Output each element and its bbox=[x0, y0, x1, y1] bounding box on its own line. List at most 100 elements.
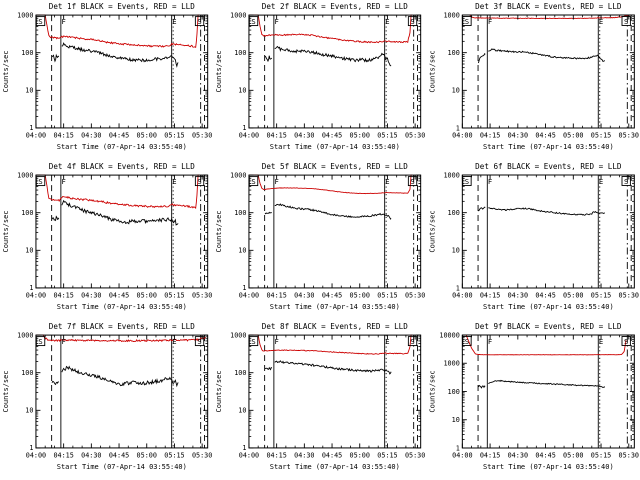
y-tick-label: 10 bbox=[25, 247, 33, 255]
y-tick-label: 1000 bbox=[443, 360, 459, 368]
plot-border bbox=[461, 334, 635, 449]
flag-box bbox=[35, 336, 46, 347]
y-tick-label: 1 bbox=[29, 124, 33, 132]
y-tick-label: 100 bbox=[21, 49, 33, 57]
series-lld bbox=[248, 334, 413, 355]
x-tick-label: 04:45 bbox=[535, 132, 555, 140]
plot-det-1f: 04:00 04:15 04:30 04:45 05:00 05:15 05:30 1 10 10… bbox=[0, 0, 213, 160]
x-tick-label: 05:00 bbox=[137, 131, 157, 139]
x-tick-label: 04:15 bbox=[53, 451, 73, 459]
y-axis-label: Counts/sec bbox=[428, 210, 436, 252]
y-tick-label: 10 bbox=[25, 407, 33, 415]
series-events bbox=[488, 379, 606, 388]
x-tick-label: 04:00 bbox=[452, 452, 472, 460]
x-tick-label: 05:30 bbox=[619, 132, 639, 140]
event-flag-F: F bbox=[61, 17, 65, 26]
x-tick-label: 04:30 bbox=[508, 132, 528, 140]
x-tick-label: 05:00 bbox=[563, 452, 583, 460]
series-events-pre bbox=[264, 211, 272, 215]
y-tick-label: 1 bbox=[456, 444, 460, 452]
event-flag-S: S bbox=[197, 177, 201, 186]
series-events bbox=[61, 199, 179, 226]
flag-box bbox=[407, 336, 418, 347]
x-tick-label: 05:00 bbox=[350, 451, 370, 459]
series-group bbox=[35, 14, 200, 68]
x-axis-label: Start Time (07-Apr-14 03:55:40) bbox=[483, 143, 614, 151]
series-events-pre bbox=[477, 53, 486, 64]
series-events bbox=[61, 42, 179, 68]
y-tick-label: 1000 bbox=[17, 11, 33, 19]
event-flag-S: S bbox=[465, 337, 469, 346]
x-axis-label: Start Time (07-Apr-14 03:55:40) bbox=[57, 303, 187, 311]
x-tick-label: 04:45 bbox=[322, 291, 342, 299]
flag-box bbox=[35, 176, 46, 187]
x-tick-label: 04:30 bbox=[294, 291, 314, 299]
series-events-pre bbox=[51, 380, 59, 386]
series-lld bbox=[462, 14, 631, 20]
x-tick-label: 04:00 bbox=[26, 131, 46, 139]
plot-det-9f: 04:00 04:15 04:30 04:45 05:00 05:15 05:30 1 10 10… bbox=[426, 320, 640, 480]
x-tick-label: 04:30 bbox=[81, 291, 101, 299]
x-tick-label: 04:30 bbox=[81, 451, 101, 459]
flag-box bbox=[248, 16, 259, 27]
series-events-pre bbox=[264, 55, 273, 63]
series-lld bbox=[462, 334, 627, 356]
event-flag-E: E bbox=[172, 337, 176, 346]
x-tick-label: 04:30 bbox=[81, 131, 101, 139]
plot-title: Det 5f BLACK = Events, RED = LLD bbox=[262, 162, 408, 171]
y-tick-label: 1000 bbox=[230, 171, 246, 179]
x-tick-label: 04:00 bbox=[239, 131, 259, 139]
y-axis-label: Counts/sec bbox=[215, 211, 223, 253]
x-tick-label: 04:15 bbox=[480, 292, 500, 300]
x-tick-label: 04:15 bbox=[266, 291, 286, 299]
x-tick-label: 04:00 bbox=[26, 291, 46, 299]
x-tick-label: 04:00 bbox=[452, 132, 472, 140]
y-tick-label: 10 bbox=[238, 87, 246, 95]
event-flag-S: S bbox=[38, 337, 42, 346]
x-axis-label: Start Time (07-Apr-14 03:55:40) bbox=[57, 143, 187, 151]
y-tick-label: 10000 bbox=[439, 331, 459, 339]
y-axis-label: Counts/sec bbox=[215, 51, 223, 93]
chart-canvas: 04:00 04:15 04:30 04:45 05:00 05:15 05:30 1 10 10… bbox=[2, 2, 212, 151]
flag-box bbox=[407, 176, 418, 187]
x-tick-label: 05:15 bbox=[164, 131, 184, 139]
x-tick-label: 04:45 bbox=[109, 451, 129, 459]
x-axis-label: Start Time (07-Apr-14 03:55:40) bbox=[270, 143, 400, 151]
y-tick-label: 10 bbox=[238, 407, 246, 415]
plot-border bbox=[461, 14, 635, 129]
series-events bbox=[61, 365, 179, 388]
x-tick-label: 04:45 bbox=[322, 451, 342, 459]
event-flag-E: E bbox=[385, 177, 389, 186]
flag-box bbox=[194, 176, 205, 187]
event-flag-F: F bbox=[488, 17, 492, 26]
x-tick-label: 04:15 bbox=[53, 131, 73, 139]
y-axis-label: Counts/sec bbox=[215, 371, 223, 413]
flag-box bbox=[621, 336, 631, 346]
plot-det-5f: 04:00 04:15 04:30 04:45 05:00 05:15 05:30 1 10 10… bbox=[213, 160, 426, 320]
plot-det-4f: 04:00 04:15 04:30 04:45 05:00 05:15 05:30 1 10 10… bbox=[0, 160, 213, 320]
event-flag-E: E bbox=[172, 177, 176, 186]
event-flag-S: S bbox=[197, 17, 201, 26]
event-flag-F: F bbox=[488, 177, 492, 186]
chart-canvas: 04:00 04:15 04:30 04:45 05:00 05:15 05:30 1 10 10… bbox=[215, 2, 425, 151]
plot-title: Det 1f BLACK = Events, RED = LLD bbox=[49, 2, 195, 11]
x-tick-label: 04:30 bbox=[294, 131, 314, 139]
x-tick-label: 05:30 bbox=[405, 131, 425, 139]
event-flag-S: S bbox=[465, 17, 469, 26]
x-tick-label: 04:15 bbox=[266, 131, 286, 139]
x-tick-label: 05:30 bbox=[192, 451, 212, 459]
series-group bbox=[35, 334, 206, 388]
chart-canvas: 04:00 04:15 04:30 04:45 05:00 05:15 05:30 1 10 10… bbox=[2, 162, 212, 311]
x-tick-label: 04:15 bbox=[266, 451, 286, 459]
plot-border bbox=[248, 174, 422, 289]
x-axis-label: Start Time (07-Apr-14 03:55:40) bbox=[483, 303, 614, 311]
x-tick-label: 05:15 bbox=[591, 292, 611, 300]
flag-box bbox=[407, 16, 418, 27]
event-flag-F: F bbox=[61, 177, 65, 186]
y-tick-label: 100 bbox=[234, 209, 246, 217]
flag-box bbox=[194, 16, 205, 27]
y-tick-label: 100 bbox=[448, 49, 460, 57]
event-flag-S: S bbox=[410, 17, 414, 26]
y-axis-label: Counts/sec bbox=[2, 51, 10, 93]
